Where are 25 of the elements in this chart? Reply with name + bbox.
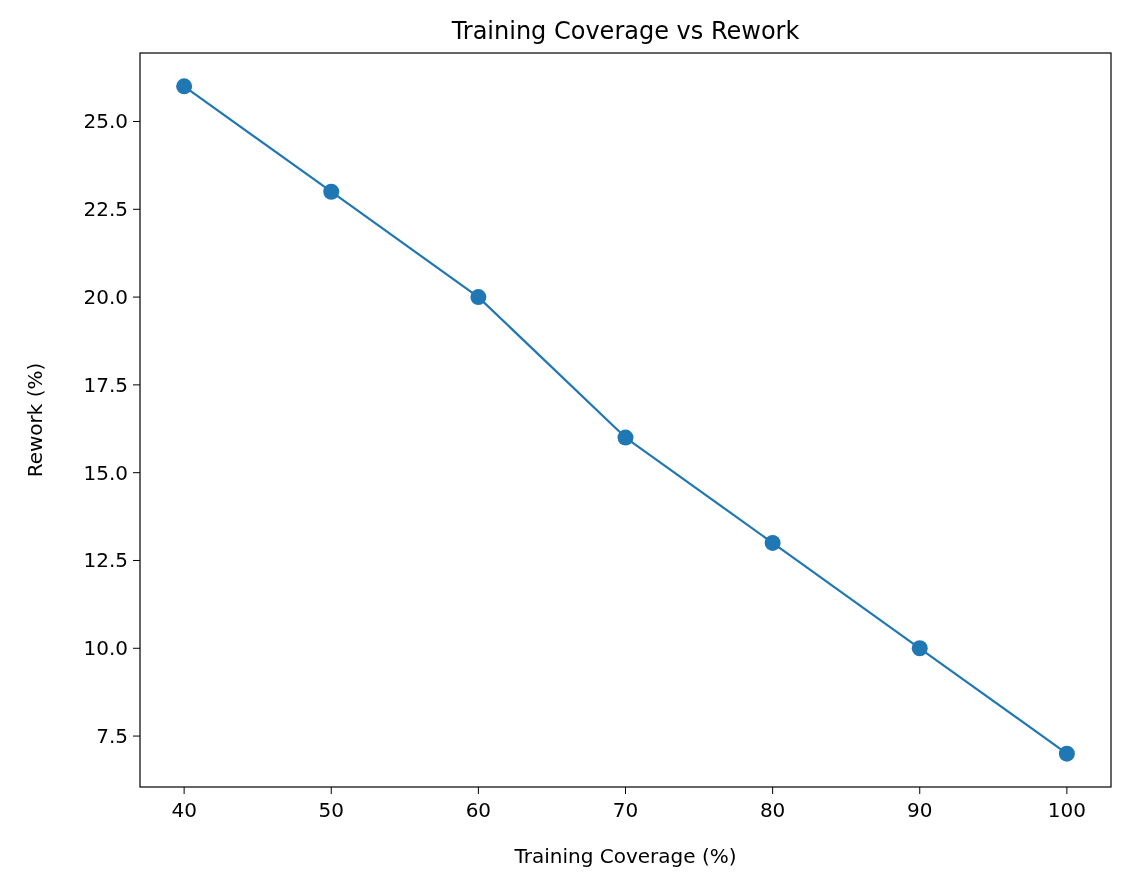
x-tick-label: 40 bbox=[171, 798, 197, 822]
point bbox=[323, 183, 340, 200]
y-tick-label: 22.5 bbox=[83, 197, 128, 222]
x-tick-label: 90 bbox=[907, 798, 933, 822]
point bbox=[764, 534, 781, 551]
y-tick-label: 25.0 bbox=[83, 109, 128, 134]
y-tick-label: 12.5 bbox=[83, 548, 128, 573]
x-axis-title: Training Coverage (%) bbox=[513, 844, 737, 868]
y-axis-title: Rework (%) bbox=[23, 362, 47, 478]
point bbox=[911, 640, 928, 657]
y-tick-label: 10.0 bbox=[83, 636, 128, 661]
y-tick-label: 7.5 bbox=[96, 724, 128, 749]
point bbox=[176, 78, 193, 95]
x-tick-label: 50 bbox=[318, 798, 344, 822]
y-tick-label: 17.5 bbox=[83, 372, 128, 397]
point bbox=[1058, 745, 1075, 762]
chart-title: Training Coverage vs Rework bbox=[450, 17, 800, 45]
x-tick-label: 70 bbox=[612, 798, 639, 822]
point bbox=[470, 289, 487, 306]
x-tick-label: 80 bbox=[759, 798, 786, 822]
y-tick-label: 20.0 bbox=[83, 285, 128, 310]
y-tick-label: 15.0 bbox=[83, 460, 128, 485]
point bbox=[617, 429, 634, 446]
x-tick-label: 100 bbox=[1047, 798, 1086, 822]
x-tick-label: 60 bbox=[465, 798, 492, 822]
